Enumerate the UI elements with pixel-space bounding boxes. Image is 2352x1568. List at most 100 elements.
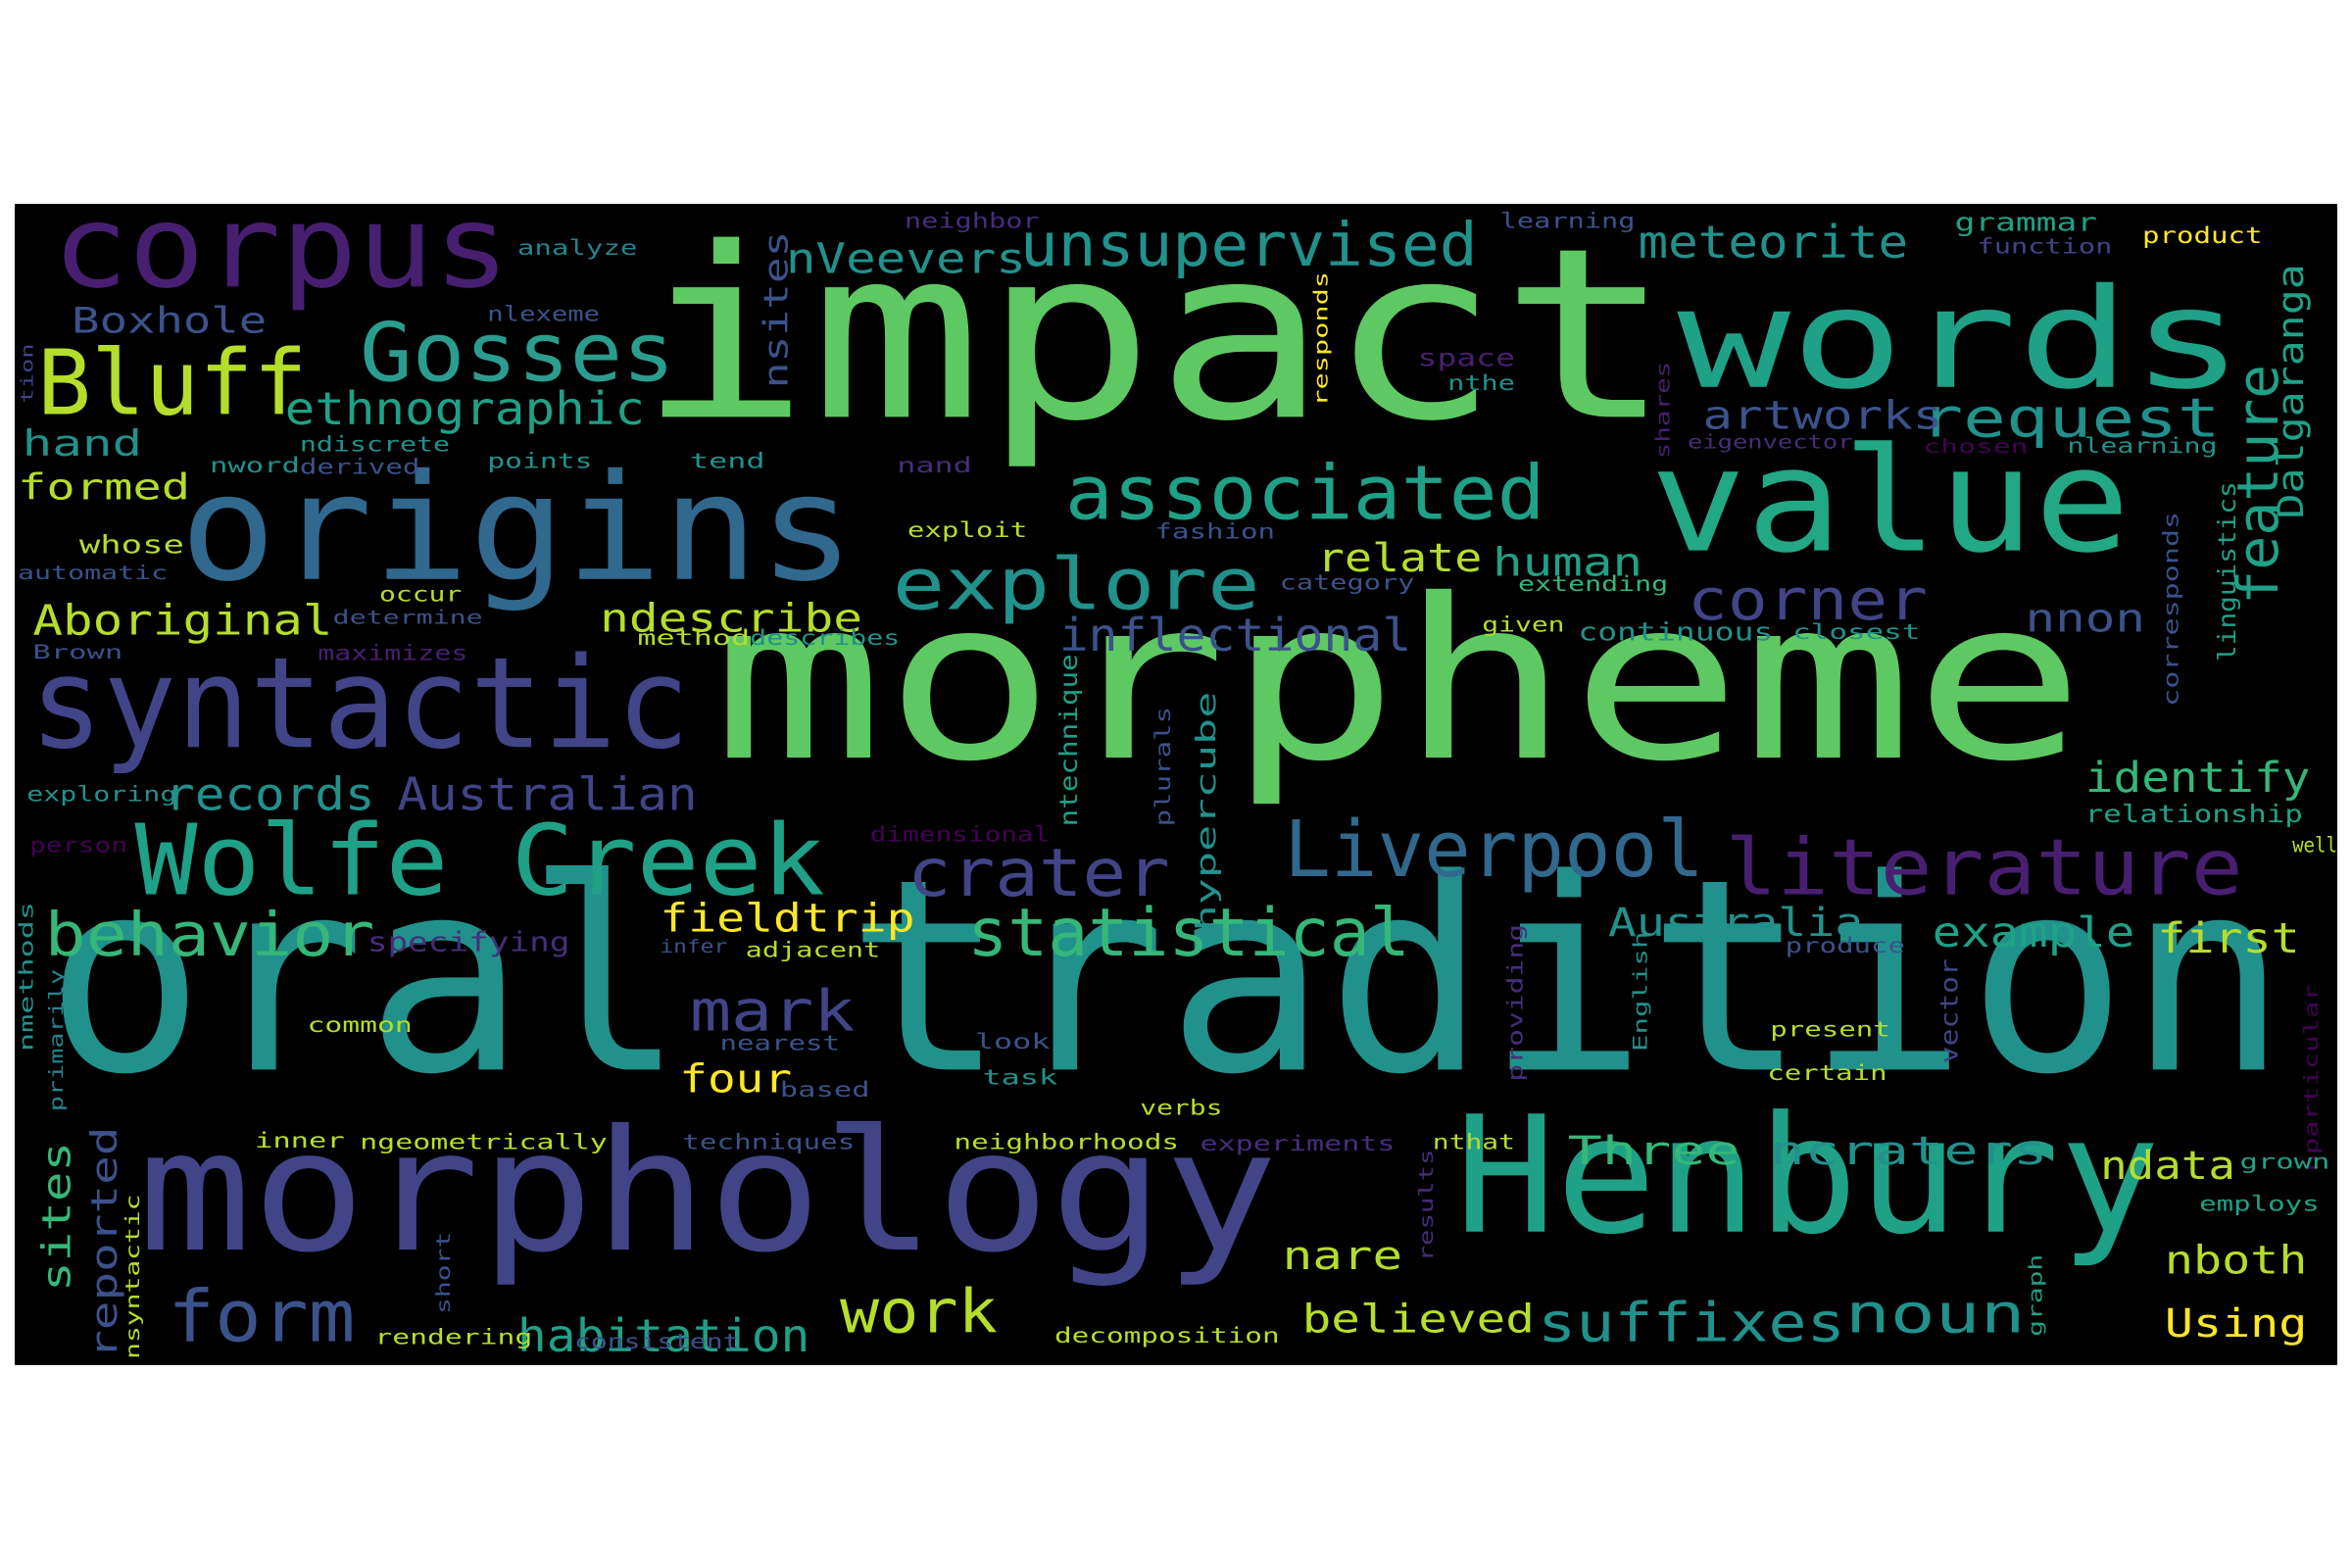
word-habitation: habitation (517, 1309, 810, 1362)
word-nveevers: nVeevers (786, 234, 1026, 283)
word-function: function (1978, 235, 2113, 260)
word-relate: relate (1317, 536, 1482, 581)
word-exploring: exploring (26, 782, 176, 807)
word-nmethods: nmethods (15, 902, 37, 1052)
word-fieldtrip: fieldtrip (660, 897, 914, 942)
word-ethnographic: ethnographic (285, 382, 645, 435)
word-extending: extending (1518, 572, 1668, 597)
word-dalgaranga: Dalgaranga (2270, 264, 2312, 518)
word-learning: learning (1500, 209, 1636, 233)
word-oral-tradition: oral tradition (45, 822, 2288, 1133)
word-corner: corner (1688, 566, 1928, 633)
word-automatic: automatic (18, 562, 168, 584)
word-reported: reported (83, 1127, 125, 1359)
word-unsupervised: unsupervised (1020, 211, 1478, 280)
word-vector: vector (1936, 958, 1964, 1063)
word-nand: nand (897, 454, 972, 478)
word-determine: determine (333, 607, 483, 629)
word-fashion: fashion (1155, 519, 1275, 544)
word-infer: infer (660, 937, 727, 957)
word-hypercube: hypercube (1191, 692, 1222, 932)
word-dimensional: dimensional (870, 823, 1051, 848)
word-human: human (1493, 541, 1642, 586)
word-grammar: grammar (1955, 209, 2097, 238)
word-relationship: relationship (2085, 800, 2303, 828)
word-nearest: nearest (720, 1031, 840, 1055)
word-brown: Brown (32, 641, 122, 663)
word-tend: tend (690, 449, 765, 473)
word-using: Using (2165, 1301, 2307, 1347)
word-wolfe-creek: Wolfe Creek (134, 805, 824, 917)
word-responds: responds (1310, 271, 1333, 407)
word-identify: identify (2085, 754, 2311, 803)
cloud-background (15, 204, 2337, 1365)
word-example: example (1933, 908, 2135, 957)
word-nthe: nthe (1447, 371, 1515, 396)
word-grown: grown (2239, 1150, 2329, 1174)
word-specifying: specifying (368, 926, 570, 957)
word-ndescribe: ndescribe (600, 596, 862, 641)
word-four: four (679, 1056, 792, 1102)
word-mark: mark (690, 978, 855, 1045)
word-australian: Australian (397, 768, 697, 821)
word-short: short (432, 1232, 455, 1314)
word-form: form (168, 1276, 355, 1359)
word-behavior: behavior (45, 901, 375, 970)
word-meteorite: meteorite (1639, 216, 1909, 269)
word-given: given (1482, 612, 1564, 637)
word-statistical: statistical (967, 894, 1410, 971)
word-neighbor: neighbor (905, 209, 1040, 233)
word-boxhole: Boxhole (72, 300, 267, 342)
word-produce: produce (1786, 934, 1905, 958)
word-feature: feature (2225, 365, 2291, 605)
word-occur: occur (379, 583, 462, 608)
word-value: value (1650, 417, 2131, 585)
word-impact: impact (637, 204, 1672, 473)
word-origins: origins (179, 444, 855, 614)
word-syntactic: syntactic (29, 631, 690, 777)
word-aboriginal: Aboriginal (32, 596, 332, 645)
word-three: Three (1568, 1129, 1740, 1174)
word-tion: tion (17, 343, 36, 403)
word-nsites: nsites (757, 231, 795, 389)
word-adjacent: adjacent (746, 939, 881, 963)
word-look: look (975, 1030, 1051, 1054)
word-believed: believed (1302, 1297, 1535, 1342)
word-nword: nword (210, 454, 300, 478)
word-words: words (1677, 260, 2244, 420)
word-english: English (1630, 932, 1652, 1052)
word-formed: formed (18, 466, 190, 509)
word-ngeometrically: ngeometrically (360, 1131, 608, 1155)
word-task: task (983, 1066, 1058, 1091)
word-rendering: rendering (374, 1326, 532, 1350)
word-plurals: plurals (1152, 707, 1176, 826)
word-liverpool: Liverpool (1284, 804, 1704, 895)
word-neighborhoods: neighborhoods (954, 1131, 1179, 1155)
word-explore: explore (893, 543, 1260, 626)
word-nthat: nthat (1433, 1131, 1515, 1155)
word-gosses: Gosses (360, 307, 675, 401)
word-chosen: chosen (1923, 435, 2028, 458)
word-decomposition: decomposition (1054, 1324, 1280, 1348)
word-hand: hand (23, 422, 142, 465)
word-derived: derived (300, 456, 419, 480)
word-work: work (840, 1277, 998, 1347)
word-present: present (1770, 1018, 1889, 1043)
word-morpheme: morpheme (712, 553, 2085, 810)
word-common: common (308, 1013, 413, 1038)
word-nnon: nnon (2026, 596, 2145, 641)
word-sites: sites (35, 1142, 80, 1292)
word-ndiscrete: ndiscrete (300, 433, 450, 458)
word-space: space (1417, 343, 1515, 371)
word-request: request (1920, 386, 2220, 449)
word-corresponds: corresponds (2160, 512, 2184, 707)
word-method: method (637, 626, 750, 651)
word-whose: whose (79, 531, 184, 561)
word-well: well (2292, 833, 2337, 858)
word-crater: crater (907, 834, 1170, 911)
word-morphology: morphology (138, 1095, 1279, 1290)
word-records: records (165, 768, 374, 821)
word-primarily: primarily (45, 969, 68, 1111)
